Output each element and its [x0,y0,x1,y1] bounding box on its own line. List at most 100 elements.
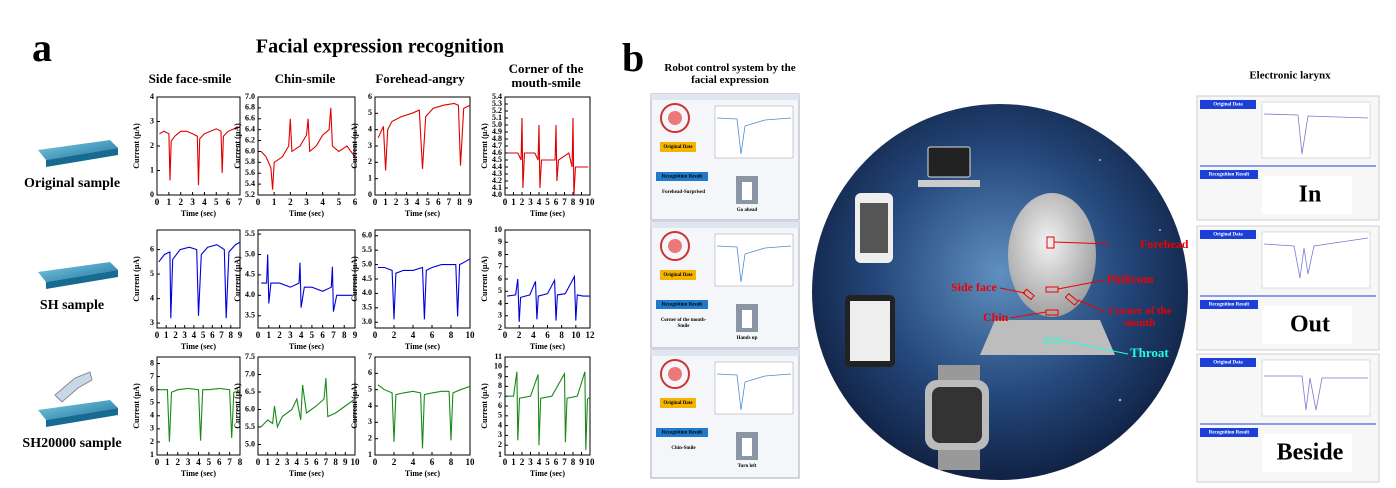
y-axis-label: Current (μA) [350,256,359,302]
y-tick-label: 5.0 [245,249,255,258]
y-tick-label: 1 [498,450,502,459]
mini-signal [716,245,792,283]
y-tick-label: 7.5 [245,352,255,361]
x-tick-label: 2 [288,197,293,207]
x-tick-label: 8 [342,330,347,340]
y-tick-label: 4.0 [362,288,372,297]
sample-label: SH sample [40,298,104,313]
y-tick-label: 4 [150,411,154,420]
y-tick-label: 7.0 [245,369,255,378]
mini-plot [714,361,794,415]
recognition-label: Recognition Result [1209,303,1250,308]
y-tick-label: 1 [368,450,372,459]
space-circle [812,104,1188,480]
x-tick-label: 8 [449,330,454,340]
logo-inner [668,111,682,125]
logo-inner [668,367,682,381]
y-tick-label: 4.9 [492,127,502,136]
x-tick-label: 2 [173,330,178,340]
x-tick-label: 1 [267,330,272,340]
y-tick-label: 5 [368,108,372,117]
x-axis-label: Time (sec) [530,342,566,351]
y-tick-label: 4.7 [492,141,502,150]
robot-body [742,438,752,456]
y-tick-label: 4 [498,298,502,307]
y-tick-label: 3 [150,116,154,125]
x-tick-label: 6 [320,330,325,340]
y-tick-label: 4.5 [492,155,502,164]
mini-signal [1264,375,1368,411]
y-tick-label: 8 [498,249,502,258]
x-tick-label: 3 [528,457,533,467]
x-tick-label: 5 [426,197,431,207]
x-tick-label: 4 [531,330,536,340]
screen: Original Date Recognition Result Turn left [651,350,799,469]
x-tick-label: 0 [155,457,160,467]
mini-plot [714,105,794,159]
y-tick-label: 6.2 [245,135,255,144]
signal-line [377,102,471,171]
mini-plot [714,233,794,287]
x-tick-label: 5 [310,330,315,340]
larynx-screen: Original Data Recognition Result In [1200,100,1376,214]
x-tick-label: 4 [192,330,197,340]
y-tick-label: 5.0 [362,259,372,268]
x-tick-label: 6 [353,197,358,207]
x-tick-label: 0 [256,457,261,467]
orig-label-bg [660,142,696,152]
x-tick-label: 4 [299,330,304,340]
y-tick-label: 3 [150,424,154,433]
y-tick-label: 5.2 [245,190,255,199]
face-label: Forehead [1140,237,1189,251]
x-axis-label: Time (sec) [530,209,566,218]
x-tick-label: 2 [275,457,280,467]
recognition-label: Recognition Result [1209,173,1250,178]
y-tick-label: 5.5 [362,245,372,254]
plot-frame [374,96,471,196]
recognition-label: Recognition Result [662,303,703,308]
y-tick-label: 6 [498,401,502,410]
y-tick-label: 3 [368,417,372,426]
word-box [1262,176,1352,214]
y-tick-label: 5.5 [245,422,255,431]
x-tick-label: 10 [586,197,596,207]
x-tick-label: 5 [545,457,550,467]
x-tick-label: 3 [304,197,309,207]
x-tick-label: 7 [562,197,567,207]
logo-inner [668,239,682,253]
screen-result: Chin-Smile [671,446,696,451]
y-tick-label: 7 [150,371,154,380]
x-tick-label: 2 [520,197,525,207]
recognition-label: Recognition Result [1209,431,1250,436]
signal-line [507,274,590,322]
y-tick-label: 4 [498,420,502,429]
x-tick-label: 6 [436,197,441,207]
y-tick-label: 4.8 [492,134,502,143]
face-label: Chin [983,310,1009,324]
x-tick-label: 10 [466,457,476,467]
y-tick-label: 5.1 [492,113,502,122]
line-chart: 1 2 3 4 5 6 7 0 2 4 6 8 10 Current (μA) Time (sec) [350,352,475,478]
x-axis-label: Time (sec) [181,342,217,351]
x-tick-label: 9 [343,457,348,467]
x-tick-label: 1 [272,197,277,207]
robot-action: Turn left [738,464,757,469]
robot-action: Go ahead [737,208,758,213]
orig-bar [1200,358,1256,367]
y-tick-label: 5 [150,398,154,407]
x-tick-label: 0 [373,330,378,340]
y-tick-label: 6 [368,92,372,101]
x-tick-label: 5 [207,457,212,467]
title-bar [651,350,799,356]
x-tick-label: 8 [571,197,576,207]
line-chart: 4.04.14.24.34.44.54.64.74.84.95.05.15.25… [480,92,595,218]
x-tick-label: 3 [190,197,195,207]
x-axis-label: Time (sec) [405,469,441,478]
y-tick-label: 8 [498,381,502,390]
x-tick-label: 6 [314,457,319,467]
signal-line [377,258,471,320]
signal-line [159,125,238,186]
y-tick-label: 5.6 [245,168,255,177]
